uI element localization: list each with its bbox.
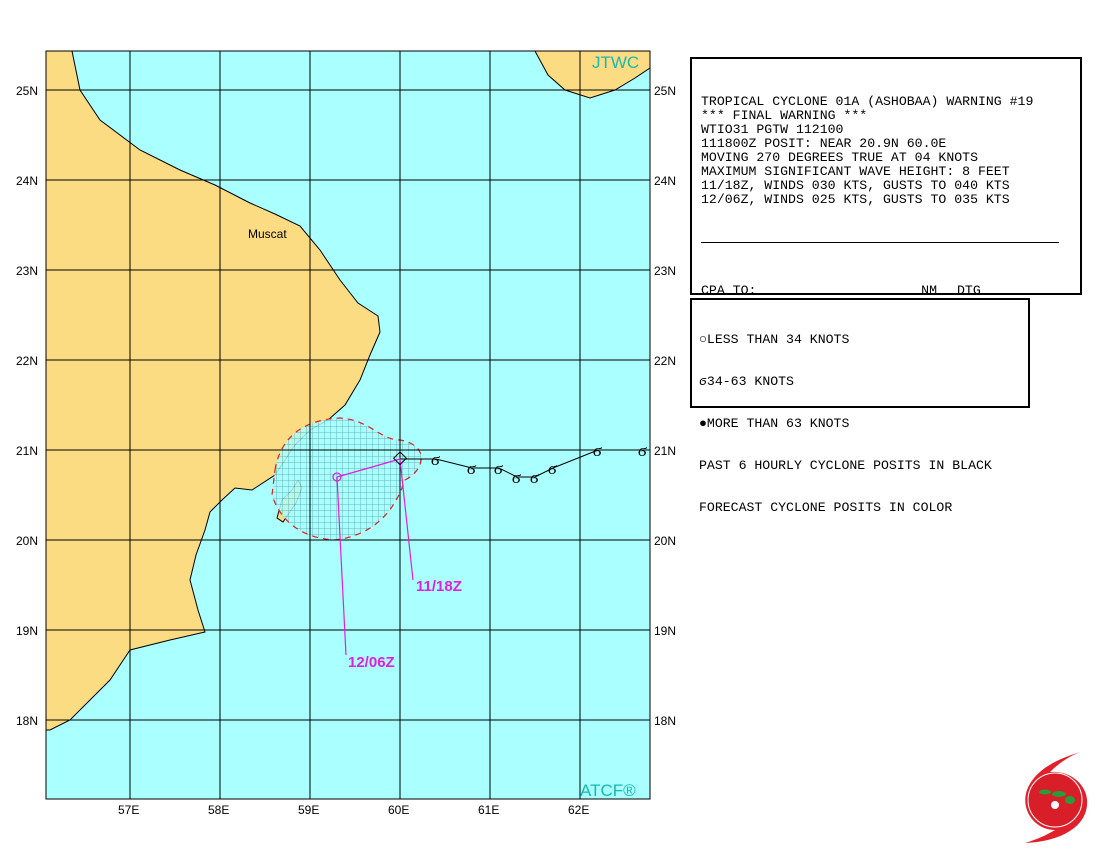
current-position-marker <box>392 451 408 466</box>
lat-label-left: 21N <box>16 444 38 458</box>
warning-line: *** FINAL WARNING *** <box>701 108 868 123</box>
tropical-storm-icon: ϭ <box>638 441 647 461</box>
lon-label: 61E <box>478 803 499 817</box>
typhoon-icon: ● <box>699 416 707 431</box>
lat-label-right: 24N <box>654 174 676 188</box>
tropical-storm-icon: ϭ <box>593 441 602 461</box>
tropical-storm-icon: ϭ <box>530 468 539 488</box>
leader-1118 <box>399 458 414 581</box>
grid-lines <box>46 51 650 799</box>
wind-radius-area <box>271 417 422 541</box>
past-track-symbols: ϭ ϭ ϭ ϭ ϭ ϭϭ ϭ <box>431 441 647 488</box>
divider <box>701 242 1059 243</box>
lat-label-left: 23N <box>16 264 38 278</box>
lat-label-left: 22N <box>16 354 38 368</box>
warning-line: 12/06Z, WINDS 025 KTS, GUSTS TO 035 KTS <box>701 192 1010 207</box>
tropical-storm-icon: ϭ <box>467 459 476 479</box>
lat-label-right: 19N <box>654 624 676 638</box>
legend-note: PAST 6 HOURLY CYCLONE POSITS IN BLACK <box>699 458 992 473</box>
leader-1206 <box>336 476 347 656</box>
lat-label-right: 18N <box>654 714 676 728</box>
jtwc-logo <box>1025 752 1088 843</box>
lat-label-right: 25N <box>654 84 676 98</box>
tropical-storm-icon: ϭ <box>699 374 707 389</box>
tropical-storm-icon: ϭ <box>512 468 521 488</box>
lon-label: 58E <box>208 803 229 817</box>
warning-text-box: TROPICAL CYCLONE 01A (ASHOBAA) WARNING #… <box>690 57 1082 396</box>
forecast-label-1206: 12/06Z <box>348 654 395 671</box>
lat-label-right: 20N <box>654 534 676 548</box>
lat-label-left: 19N <box>16 624 38 638</box>
lat-label-left: 24N <box>16 174 38 188</box>
lat-label-left: 18N <box>16 714 38 728</box>
jtwc-label: JTWC <box>592 53 639 72</box>
past-track-line <box>400 449 643 478</box>
lon-label: 62E <box>568 803 589 817</box>
lon-label: 60E <box>388 803 409 817</box>
lon-label: 59E <box>298 803 319 817</box>
legend-note: FORECAST CYCLONE POSITS IN COLOR <box>699 500 953 515</box>
forecast-position-1206 <box>332 472 342 482</box>
lat-label-right: 22N <box>654 354 676 368</box>
forecast-track-line <box>336 458 401 478</box>
legend-item: ϭ34-63 KNOTS <box>699 374 794 389</box>
lat-label-left: 25N <box>16 84 38 98</box>
warning-line: TROPICAL CYCLONE 01A (ASHOBAA) WARNING #… <box>701 94 1034 109</box>
atcf-label: ATCF® <box>580 781 636 800</box>
open-circle-icon: ○ <box>699 332 707 347</box>
lat-label-left: 20N <box>16 534 38 548</box>
muscat-label: Muscat <box>248 227 287 241</box>
forecast-label-1118: 11/18Z <box>416 578 462 595</box>
lat-label-right: 21N <box>654 444 676 458</box>
tropical-storm-icon: ϭ <box>494 459 503 479</box>
map-frame <box>45 50 651 800</box>
warning-line: 111800Z POSIT: NEAR 20.9N 60.0E <box>701 136 947 151</box>
legend-item: ○LESS THAN 34 KNOTS <box>699 332 850 347</box>
tropical-storm-icon: ϭ <box>548 459 557 479</box>
tropical-storm-icon: ϭ <box>431 450 440 470</box>
warning-line: WTIO31 PGTW 112100 <box>701 122 844 137</box>
lon-label: 57E <box>118 803 139 817</box>
warning-line: MOVING 270 DEGREES TRUE AT 04 KNOTS <box>701 150 978 165</box>
warning-line: MAXIMUM SIGNIFICANT WAVE HEIGHT: 8 FEET <box>701 164 1010 179</box>
legend-box: ○LESS THAN 34 KNOTS ϭ34-63 KNOTS ●MORE T… <box>690 298 1030 515</box>
cpa-header: CPA TO: NM DTG <box>701 283 981 298</box>
warning-line: 11/18Z, WINDS 030 KTS, GUSTS TO 040 KTS <box>701 178 1010 193</box>
lat-label-right: 23N <box>654 264 676 278</box>
legend-item: ●MORE THAN 63 KNOTS <box>699 416 850 431</box>
